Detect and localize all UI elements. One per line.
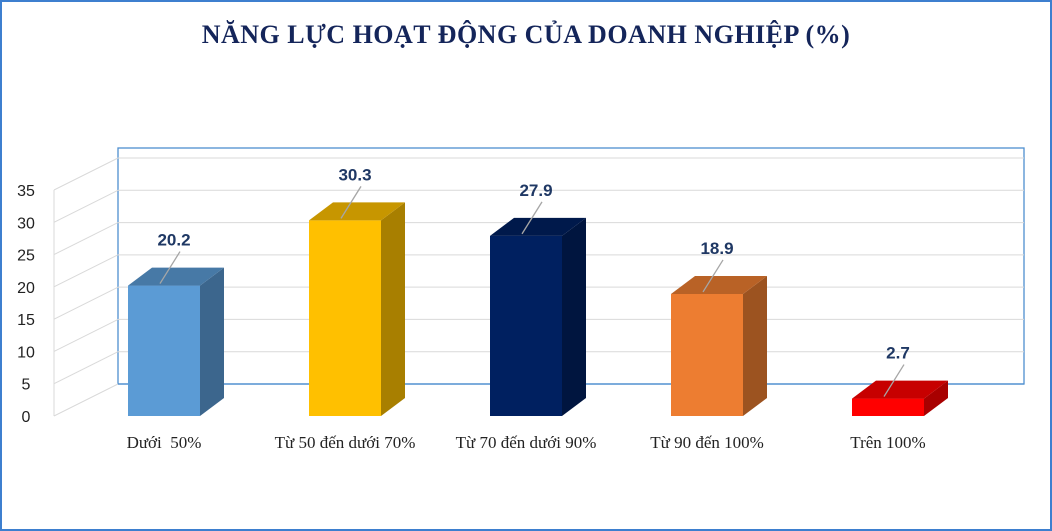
gridline-depth (53, 189, 119, 223)
bar-top (309, 202, 405, 221)
y-tick-label: 5 (22, 377, 31, 394)
gridline-depth (53, 351, 119, 385)
bar-front (490, 235, 562, 416)
x-category-label: Trên 100% (850, 433, 925, 452)
bar-side (562, 217, 586, 416)
bar-side (200, 267, 224, 416)
bar-top (128, 267, 224, 286)
x-category-label: Dưới 50% (127, 433, 202, 452)
bar-top (852, 380, 948, 399)
x-category-label: Từ 50 đến dưới 70% (275, 433, 416, 452)
bar-top (490, 217, 586, 236)
bar (490, 217, 586, 416)
bar-side (743, 275, 767, 416)
x-category-label: Từ 70 đến dưới 90% (456, 433, 597, 452)
y-tick-label: 15 (17, 312, 35, 329)
data-label-leader (340, 186, 362, 219)
data-label: 2.7 (886, 344, 910, 363)
data-label: 20.2 (157, 231, 190, 250)
gridline-depth (53, 222, 119, 256)
bar-front (852, 398, 924, 416)
gridline-depth (53, 157, 119, 191)
y-tick-label: 25 (17, 248, 35, 265)
gridline-depth (53, 318, 119, 352)
y-tick-label: 35 (17, 183, 35, 200)
data-label: 30.3 (338, 165, 371, 184)
y-tick-label: 30 (17, 215, 35, 232)
gridline-depth (53, 254, 119, 288)
chart-title: NĂNG LỰC HOẠT ĐỘNG CỦA DOANH NGHIỆP (%) (201, 20, 851, 49)
data-label: 27.9 (519, 181, 552, 200)
bar-front (309, 220, 381, 416)
data-label-leader (521, 201, 543, 235)
data-label: 18.9 (700, 239, 733, 258)
bar (128, 267, 224, 416)
bar-front (671, 293, 743, 416)
bar-front (128, 285, 200, 416)
bar (309, 202, 405, 416)
bar-top (671, 275, 767, 294)
data-label-leader (159, 251, 181, 284)
x-category-label: Từ 90 đến 100% (650, 433, 764, 452)
gridline-depth (53, 383, 119, 417)
y-tick-label: 0 (22, 409, 31, 426)
gridline-depth (53, 286, 119, 320)
data-label-leader (702, 259, 724, 293)
bar-side (924, 380, 948, 416)
bar (671, 275, 767, 416)
bar (852, 380, 948, 416)
data-label-leader (883, 364, 905, 397)
y-tick-label: 20 (17, 280, 35, 297)
bar-side (381, 202, 405, 416)
y-tick-label: 10 (17, 344, 35, 361)
